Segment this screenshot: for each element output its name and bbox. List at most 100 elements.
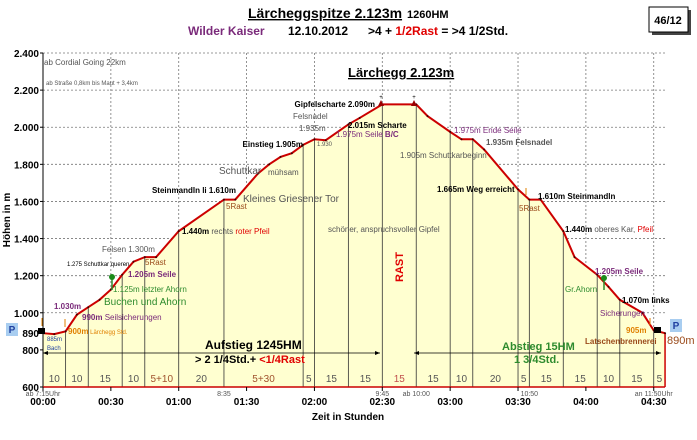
rast-label: RAST	[394, 252, 406, 282]
segment-duration-label: 5	[521, 374, 527, 385]
segment-duration-label: 15	[541, 374, 553, 385]
profile-fill	[43, 104, 666, 387]
segment-duration-label: 10	[128, 374, 140, 385]
x-tick-label: 04:00	[573, 397, 599, 408]
profile-point	[562, 230, 565, 233]
profile-point	[641, 311, 644, 314]
x-tick-label: 00:30	[98, 397, 124, 408]
profile-point	[268, 163, 271, 166]
annotation: Schuttkar	[219, 166, 262, 177]
profile-point	[426, 115, 429, 118]
annotation: Einstieg 1.905m	[243, 140, 303, 149]
aufstieg-arrow	[43, 351, 380, 355]
y-tick-label: 890	[22, 329, 39, 340]
duration: >4 + 1/2Rast = >4 1/2Std.	[368, 24, 508, 38]
profile-point	[256, 172, 259, 175]
annotation: 5Rast	[226, 202, 248, 211]
segment-duration-label: 5	[306, 374, 312, 385]
annotation: Bach	[47, 346, 61, 352]
annotation: Latschenbrennerei	[585, 337, 657, 346]
y-axis-title: Höhen in m	[2, 193, 13, 248]
profile-point	[528, 198, 531, 201]
profile-point	[75, 313, 78, 316]
segment-duration-labels: 10 10 15 10 5+10 20 5+30 5 15 15 15 15 10 20 5 15 15 10 15…	[49, 374, 663, 385]
total-ascent: 1260HM	[407, 9, 449, 21]
profile-point	[132, 260, 135, 263]
annotation: 2.015m Scharte	[348, 121, 407, 130]
tree-icon	[601, 275, 607, 290]
parking-icon	[670, 319, 682, 332]
y-tick-label: 1.200	[14, 272, 39, 283]
profile-point	[471, 138, 474, 141]
segment-duration-label: 20	[490, 374, 502, 385]
x-axis-title: Zeit in Stunden	[312, 412, 384, 423]
annotation: Felsnadel	[293, 112, 328, 121]
x-tick-labels: 00:00 00:30 01:00 01:30 02:00 02:30 03:00 03:30…	[30, 397, 667, 408]
profile-point	[64, 330, 67, 333]
segment-duration-label: 15	[428, 374, 440, 385]
clock-label: 10:50	[521, 391, 539, 398]
segment-duration-label: 15	[394, 374, 406, 385]
annotation: 1.975m Ende Seile	[454, 126, 522, 135]
y-tick-label: 1.000	[14, 309, 39, 320]
annotation: 1.665m Weg erreicht	[437, 185, 515, 194]
annotation: ab Cordial Going 22km	[44, 58, 126, 67]
segment-duration-label: 10	[71, 374, 83, 385]
annotation: 1.125m letzter Ahorn	[113, 285, 187, 294]
profile-point	[449, 130, 452, 133]
clock-label: ab 10:00	[403, 391, 430, 398]
x-tick-label: 00:00	[30, 397, 56, 408]
annotation: 5Rast	[519, 204, 541, 213]
parking-icon	[6, 323, 18, 336]
region: Wilder Kaiser	[188, 24, 265, 38]
annotation: 1.975m Seile B/C	[336, 130, 399, 139]
annotation: 1.070m links	[622, 296, 670, 305]
segment-duration-label: 5+30	[252, 374, 275, 385]
annotation: 1.610m Steinmandln	[538, 192, 615, 201]
aufstieg-label: Aufstieg 1245HM	[205, 338, 302, 352]
annotation: 900m Lärchegg Std.	[68, 327, 128, 336]
start-marker-icon	[38, 328, 45, 334]
segment-duration-label: 5	[657, 374, 663, 385]
annotation: Gr.Ahorn	[565, 285, 597, 294]
segment-duration-label: 15	[575, 374, 587, 385]
profile-point	[234, 198, 237, 201]
profile-point	[222, 198, 225, 201]
clock-labels: ab 7:15Uhr 8:35 9:45 ab 10:00 10:50 an 11:50U…	[26, 391, 674, 398]
profile-point	[539, 198, 542, 201]
annotation: schöner, anspruchsvoller Gipfel	[328, 225, 440, 234]
annotation: mühsam	[268, 168, 299, 177]
annotation: 1.905m Schuttkarbeginn	[400, 151, 487, 160]
profile-point	[596, 273, 599, 276]
y-tick-label: 2.400	[14, 49, 39, 60]
y-tick-label: 800	[22, 346, 39, 357]
annotation: 1.440m rechts roter Pfeil	[182, 227, 270, 236]
segment-duration-label: 5+10	[150, 374, 173, 385]
profile-point	[517, 188, 520, 191]
annotation: 1.935m Felsnadel	[486, 138, 552, 147]
x-tick-label: 04:30	[641, 397, 667, 408]
summit-marker-icon	[378, 100, 417, 106]
segment-duration-label: 20	[196, 374, 208, 385]
clock-label: 8:35	[217, 391, 231, 398]
annotation: 885m	[47, 337, 62, 343]
chart-title: Lärchegg 2.123m	[348, 65, 454, 80]
abstieg-label: Abstieg 15HM	[502, 341, 575, 353]
clock-label: 9:45	[375, 391, 389, 398]
segment-duration-label: 10	[49, 374, 61, 385]
clock-label: ab 7:15Uhr	[26, 391, 61, 398]
annotation: 1.205m Seile	[595, 267, 644, 276]
annotation: Gipfelscharte 2.090m	[295, 100, 375, 109]
profile-point	[53, 333, 56, 336]
tree-icon	[109, 274, 115, 290]
profile-point	[313, 138, 316, 141]
profile-point	[155, 256, 158, 259]
profile-point	[573, 256, 576, 259]
segment-duration-label: 10	[603, 374, 615, 385]
annotation: ab Straße 0,8km bis Maut + 3,4km	[46, 81, 138, 87]
y-tick-label: 1.400	[14, 235, 39, 246]
x-tick-label: 02:00	[302, 397, 328, 408]
badge-number: 46/12	[654, 15, 682, 27]
profile-point	[324, 139, 327, 142]
profile-point	[664, 332, 667, 335]
